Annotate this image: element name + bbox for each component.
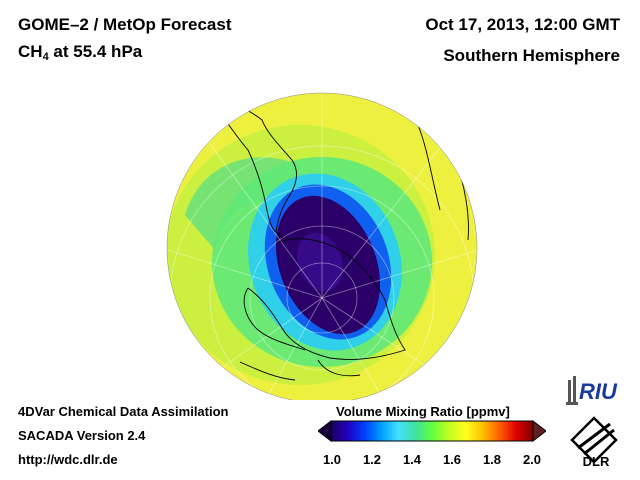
riu-logo-text: RIU — [579, 379, 618, 404]
colorbar-tick: 1.8 — [482, 452, 502, 467]
riu-emblem — [566, 376, 578, 405]
colorbar — [318, 420, 546, 442]
riu-logo-icon: RIU — [566, 376, 618, 405]
globe-map — [166, 92, 478, 400]
colorbar-tick: 1.0 — [322, 452, 342, 467]
colorbar-tick: 1.2 — [362, 452, 382, 467]
hemisphere-label: Southern Hemisphere — [443, 46, 620, 65]
colorbar-arrow-right — [532, 420, 546, 442]
footer-url: http://wdc.dlr.de — [18, 452, 118, 467]
globe-outline — [166, 92, 478, 400]
species-level-label: CH4 at 55.4 hPa — [18, 42, 142, 63]
colorbar-title: Volume Mixing Ratio [ppmv] — [336, 404, 510, 419]
colorbar-arrow-left — [318, 420, 332, 442]
colorbar-ramp — [330, 420, 534, 442]
product-title: GOME–2 / MetOp Forecast — [18, 15, 232, 34]
colorbar-tick: 1.6 — [442, 452, 462, 467]
colorbar-tick: 1.4 — [402, 452, 422, 467]
dlr-logo-text: DLR — [583, 454, 610, 468]
footer-method: 4DVar Chemical Data Assimilation — [18, 404, 229, 419]
species-name: CH — [18, 42, 43, 61]
dlr-emblem — [570, 416, 618, 464]
dlr-logo-icon: DLR — [570, 416, 618, 468]
pressure-level: at 55.4 hPa — [48, 42, 143, 61]
forecast-date: Oct 17, 2013, 12:00 GMT — [425, 15, 620, 34]
footer-version: SACADA Version 2.4 — [18, 428, 146, 443]
species-subscript: 4 — [42, 51, 49, 63]
vortex-core — [296, 232, 344, 292]
colorbar-tick: 2.0 — [522, 452, 542, 467]
